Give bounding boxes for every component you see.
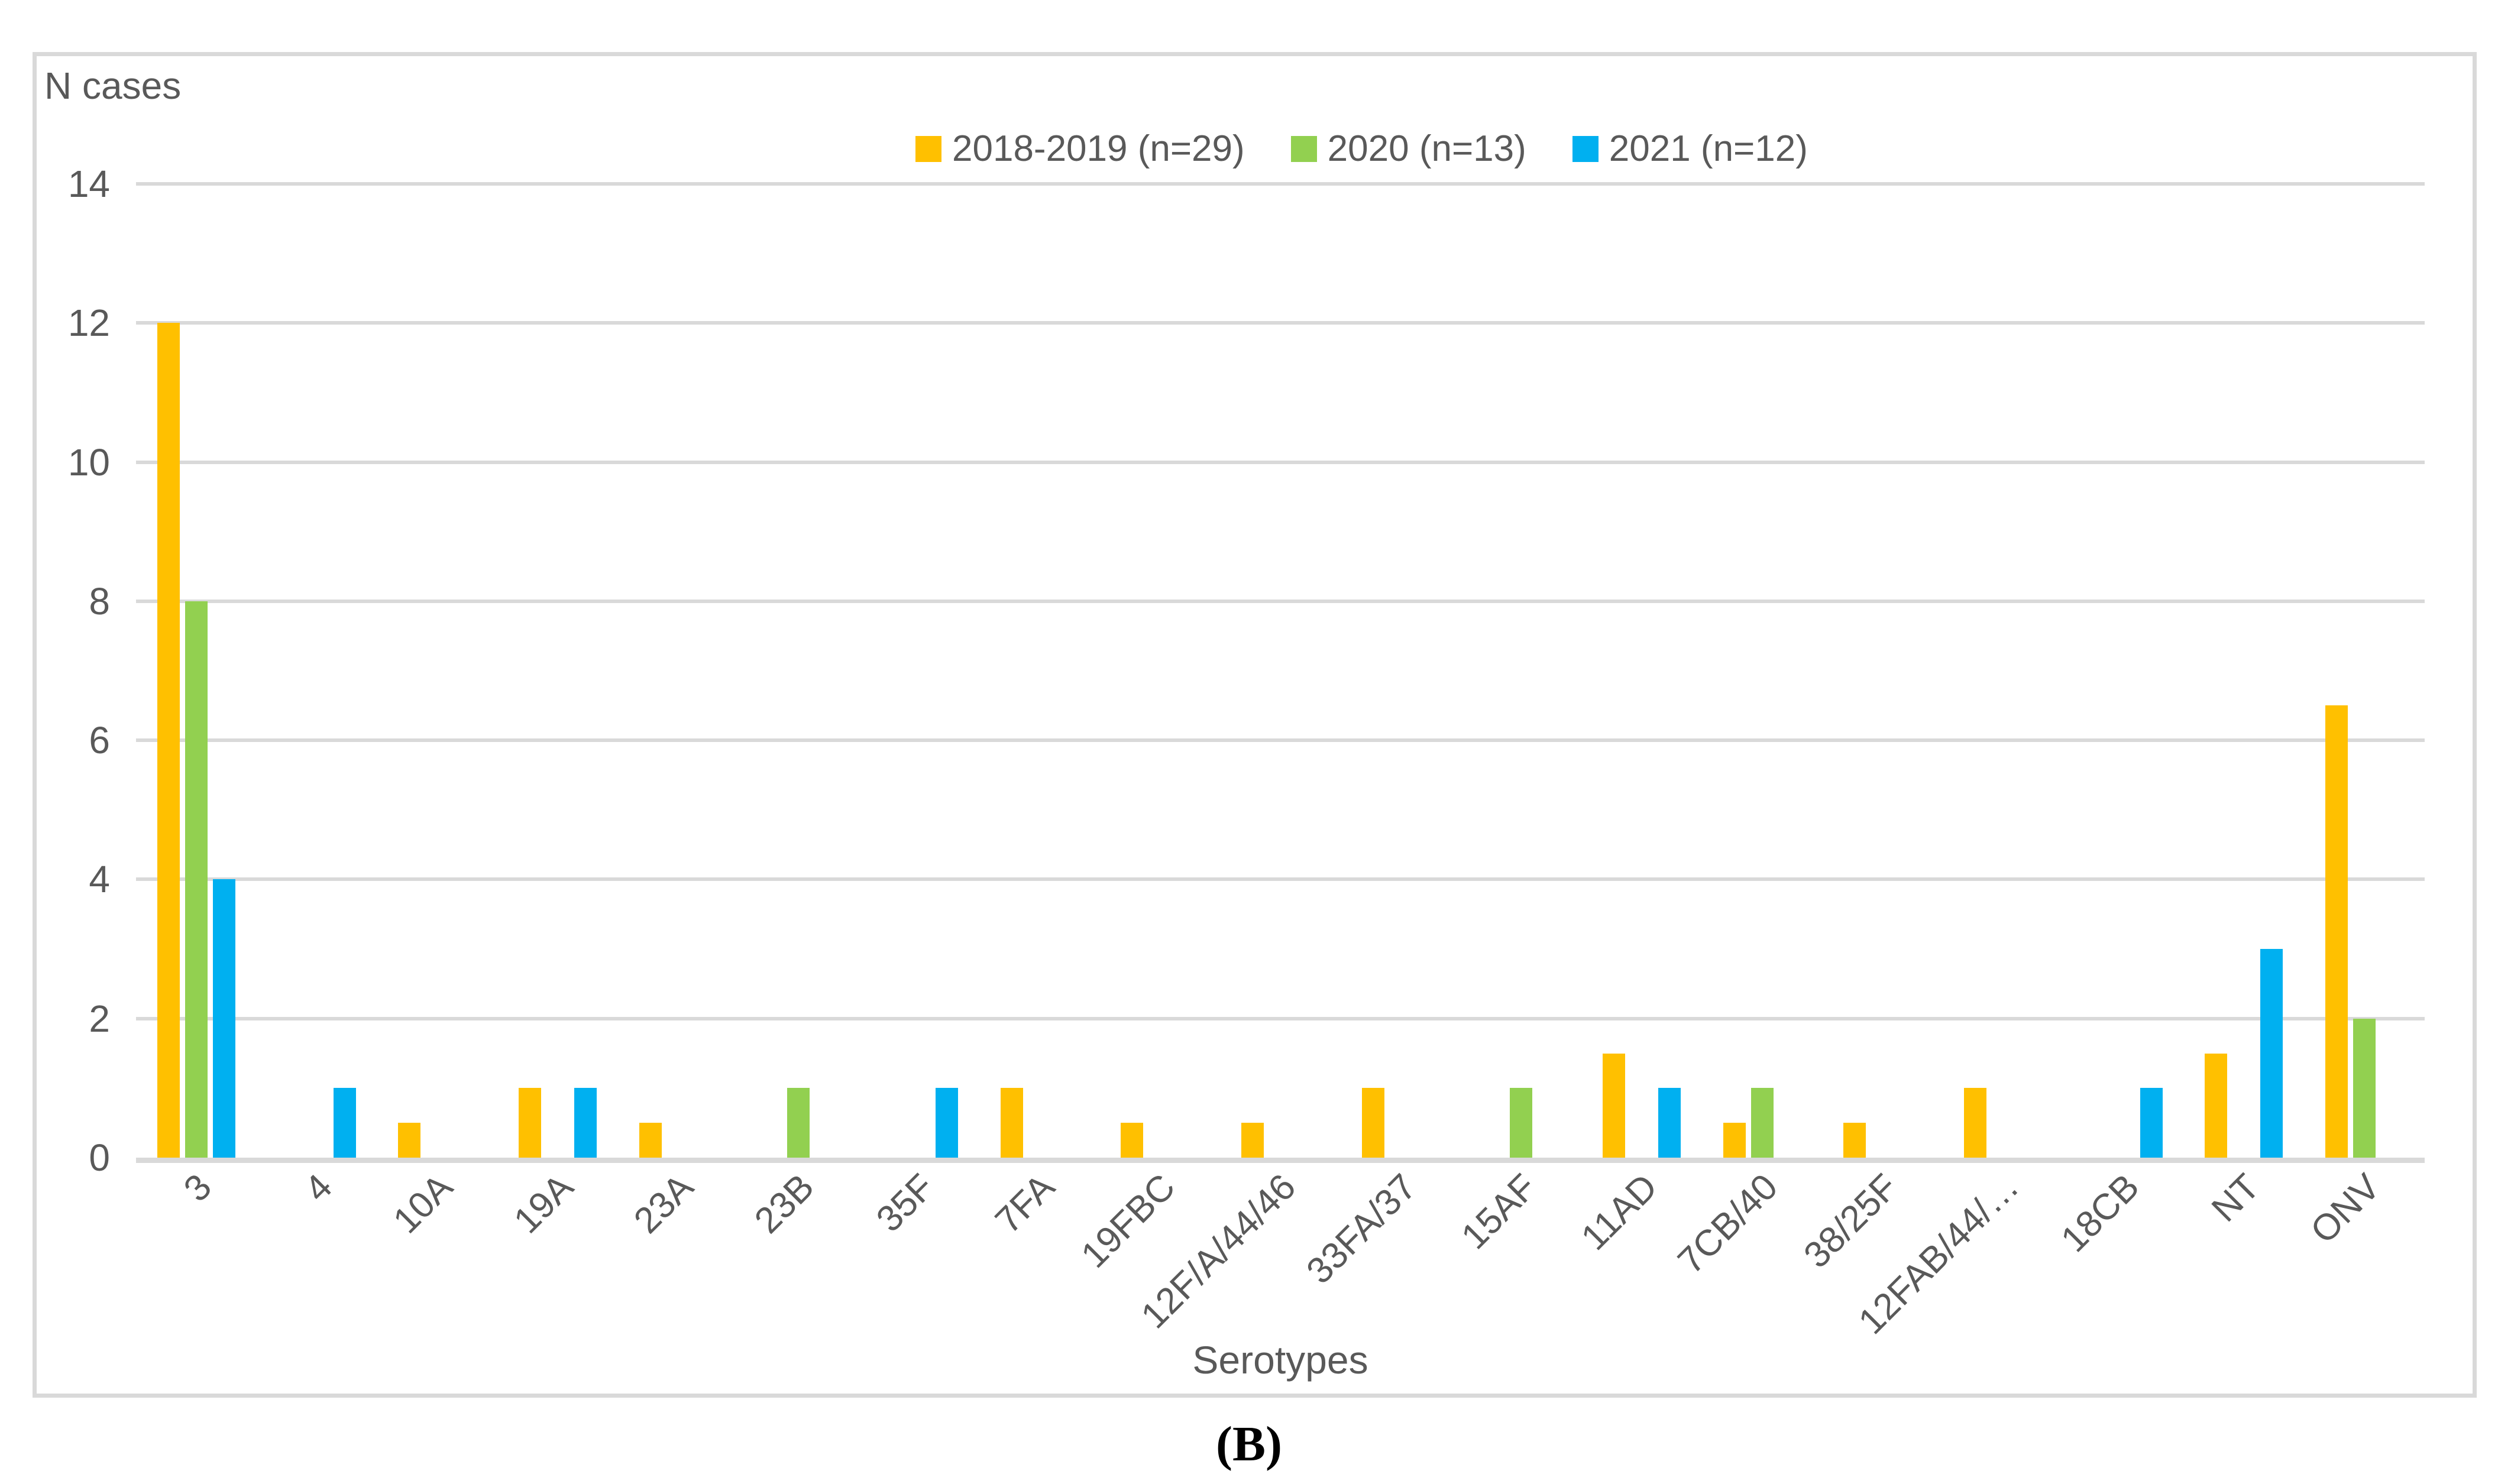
gridline bbox=[136, 460, 2425, 464]
bar-2018-2019-19A bbox=[518, 1088, 541, 1158]
legend-label: 2020 (n=13) bbox=[1327, 128, 1526, 169]
x-tick-label: 10A bbox=[385, 1166, 461, 1242]
legend-item-2018-2019: 2018-2019 (n=29) bbox=[915, 128, 1245, 170]
bar-2020-23B bbox=[787, 1088, 810, 1158]
bar-2018-2019-12F/A/44/46 bbox=[1241, 1123, 1264, 1158]
bar-2021-NT bbox=[2260, 949, 2283, 1158]
y-axis-title: N cases bbox=[44, 64, 182, 107]
bar-2018-2019-38/25F bbox=[1843, 1123, 1866, 1158]
y-tick-label: 10 bbox=[67, 440, 110, 484]
gridline bbox=[136, 182, 2425, 186]
bar-2021-35F bbox=[935, 1088, 958, 1158]
bar-2020-15AF bbox=[1510, 1088, 1533, 1158]
bar-2018-2019-NT bbox=[2205, 1053, 2228, 1158]
x-tick-label: 35F bbox=[869, 1166, 943, 1240]
x-tick-label: NT bbox=[2203, 1166, 2267, 1230]
gridline bbox=[136, 877, 2425, 882]
x-tick-label: 3 bbox=[176, 1166, 220, 1210]
figure-border bbox=[33, 52, 2477, 1398]
x-tick-label: 7FA bbox=[988, 1166, 1063, 1242]
gridline bbox=[136, 738, 2425, 743]
chart-legend: 2018-2019 (n=29) 2020 (n=13) 2021 (n=12) bbox=[915, 128, 1808, 170]
legend-swatch-2021-icon bbox=[1572, 135, 1599, 162]
bar-2020-3 bbox=[185, 601, 208, 1158]
legend-item-2020: 2020 (n=13) bbox=[1290, 128, 1526, 170]
x-tick-label: ONV bbox=[2302, 1166, 2388, 1252]
x-tick-label: 18CB bbox=[2053, 1166, 2147, 1261]
x-axis-title: Serotypes bbox=[1192, 1338, 1368, 1382]
y-tick-label: 4 bbox=[89, 858, 110, 901]
gridline bbox=[136, 321, 2425, 325]
bar-2018-2019-10A bbox=[398, 1123, 421, 1158]
y-tick-label: 2 bbox=[89, 997, 110, 1040]
x-tick-label: 38/25F bbox=[1796, 1166, 1906, 1276]
x-tick-label: 33FA/37 bbox=[1299, 1166, 1425, 1292]
x-tick-label: 11AD bbox=[1573, 1166, 1665, 1258]
bar-2018-2019-ONV bbox=[2325, 705, 2348, 1158]
x-tick-label: 15AF bbox=[1454, 1166, 1545, 1258]
y-tick-label: 6 bbox=[89, 719, 110, 762]
bar-2018-2019-3 bbox=[157, 323, 180, 1158]
legend-item-2021: 2021 (n=12) bbox=[1572, 128, 1808, 170]
y-tick-label: 14 bbox=[67, 163, 110, 205]
bar-2020-7CB/40 bbox=[1750, 1088, 1774, 1158]
x-axis-line bbox=[136, 1158, 2425, 1163]
gridline bbox=[136, 1016, 2425, 1020]
legend-swatch-2020-icon bbox=[1290, 135, 1317, 162]
legend-label: 2021 (n=12) bbox=[1609, 128, 1808, 169]
bar-2018-2019-11AD bbox=[1603, 1053, 1626, 1158]
legend-label: 2018-2019 (n=29) bbox=[952, 128, 1245, 169]
bar-2018-2019-12FAB/44/… bbox=[1964, 1088, 1987, 1158]
bar-2018-2019-19FBC bbox=[1121, 1123, 1144, 1158]
y-tick-label: 8 bbox=[89, 579, 110, 623]
x-tick-label: 19A bbox=[506, 1166, 581, 1242]
bar-2021-3 bbox=[212, 879, 235, 1158]
x-tick-label: 23A bbox=[626, 1166, 702, 1242]
x-tick-label: 19FBC bbox=[1073, 1166, 1183, 1276]
gridline bbox=[136, 599, 2425, 603]
bar-2021-18CB bbox=[2140, 1088, 2163, 1158]
x-tick-label: 4 bbox=[296, 1166, 341, 1210]
y-tick-label: 12 bbox=[67, 302, 110, 345]
legend-swatch-2018-2019-icon bbox=[915, 135, 941, 162]
bar-2018-2019-23A bbox=[639, 1123, 662, 1158]
bar-2018-2019-7CB/40 bbox=[1723, 1123, 1746, 1158]
bar-2021-19A bbox=[574, 1088, 597, 1158]
x-tick-label: 7CB/40 bbox=[1670, 1166, 1786, 1282]
bar-2021-11AD bbox=[1658, 1088, 1681, 1158]
bar-2018-2019-33FA/37 bbox=[1361, 1088, 1384, 1158]
y-tick-label: 0 bbox=[89, 1136, 110, 1179]
bar-2018-2019-7FA bbox=[1000, 1088, 1023, 1158]
bar-2020-ONV bbox=[2353, 1018, 2376, 1158]
panel-caption: (B) bbox=[1216, 1417, 1282, 1472]
bar-2021-4 bbox=[333, 1088, 356, 1158]
x-tick-label: 23B bbox=[746, 1166, 822, 1242]
